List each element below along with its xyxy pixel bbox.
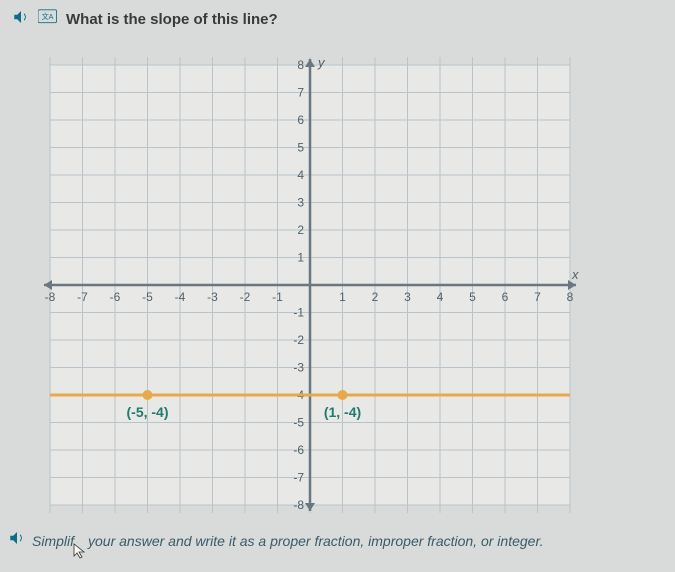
svg-text:文A: 文A <box>42 12 54 21</box>
svg-text:7: 7 <box>297 86 304 100</box>
svg-text:-5: -5 <box>293 416 304 430</box>
cursor-icon <box>72 542 86 560</box>
svg-text:3: 3 <box>297 196 304 210</box>
svg-text:7: 7 <box>534 290 541 304</box>
svg-text:1: 1 <box>339 290 346 304</box>
svg-text:-2: -2 <box>240 290 251 304</box>
svg-text:-3: -3 <box>293 361 304 375</box>
svg-text:6: 6 <box>297 113 304 127</box>
speaker-icon[interactable] <box>8 529 26 552</box>
svg-text:(1, -4): (1, -4) <box>324 404 361 420</box>
svg-text:1: 1 <box>297 251 304 265</box>
svg-text:-2: -2 <box>293 333 304 347</box>
svg-text:8: 8 <box>297 58 304 72</box>
svg-text:-6: -6 <box>293 443 304 457</box>
svg-text:-6: -6 <box>110 290 121 304</box>
coordinate-chart: yx-8-7-6-5-4-3-2-112345678-8-7-6-5-4-3-2… <box>30 45 590 525</box>
svg-text:5: 5 <box>469 290 476 304</box>
svg-text:-7: -7 <box>77 290 88 304</box>
svg-text:-7: -7 <box>293 471 304 485</box>
language-icon[interactable]: 文A <box>38 8 58 31</box>
speaker-icon[interactable] <box>12 8 30 31</box>
svg-text:6: 6 <box>502 290 509 304</box>
footer-text-after: your answer and write it as a proper fra… <box>88 533 543 549</box>
footer-text-before: Simplif <box>32 533 74 549</box>
svg-text:4: 4 <box>297 168 304 182</box>
svg-text:2: 2 <box>372 290 379 304</box>
svg-text:-5: -5 <box>142 290 153 304</box>
svg-text:-1: -1 <box>293 306 304 320</box>
svg-text:(-5, -4): (-5, -4) <box>127 404 169 420</box>
svg-text:8: 8 <box>567 290 574 304</box>
svg-text:2: 2 <box>297 223 304 237</box>
footer: Simplif your answer and write it as a pr… <box>0 525 675 552</box>
svg-text:-8: -8 <box>293 498 304 512</box>
svg-text:3: 3 <box>404 290 411 304</box>
svg-text:-4: -4 <box>175 290 186 304</box>
svg-text:x: x <box>571 267 579 282</box>
header: 文A What is the slope of this line? <box>0 0 675 39</box>
question-text: What is the slope of this line? <box>66 11 278 28</box>
svg-text:-8: -8 <box>45 290 56 304</box>
svg-text:-3: -3 <box>207 290 218 304</box>
footer-instruction: Simplif your answer and write it as a pr… <box>32 533 543 549</box>
svg-text:-1: -1 <box>272 290 283 304</box>
svg-text:4: 4 <box>437 290 444 304</box>
chart-svg: yx-8-7-6-5-4-3-2-112345678-8-7-6-5-4-3-2… <box>30 45 590 525</box>
svg-text:5: 5 <box>297 141 304 155</box>
